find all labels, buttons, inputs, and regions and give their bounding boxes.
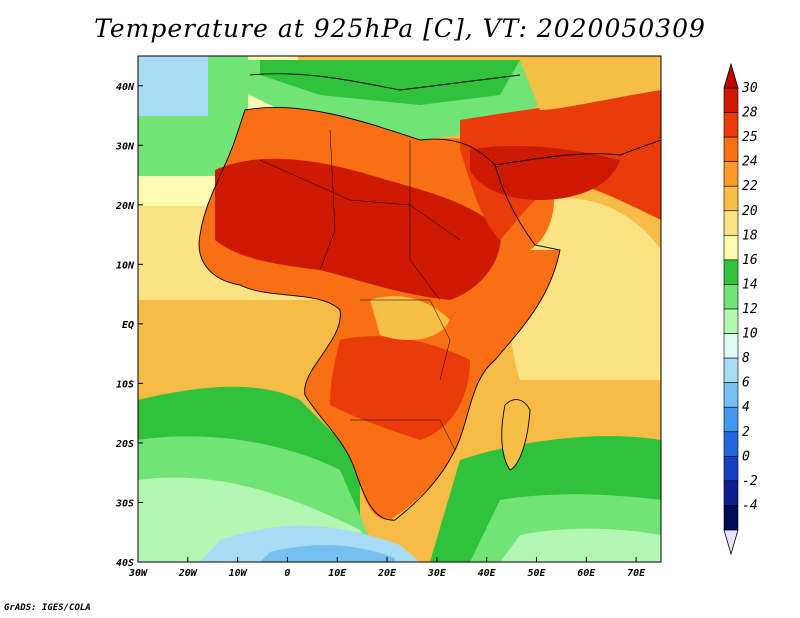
southern-africa-hot-field [330,336,470,440]
central-africa-field [370,296,450,340]
lon-tick-label: 10W [229,568,248,579]
south-atlantic-band-6 [260,545,395,562]
colorbar-swatch [723,136,739,162]
border-line [319,129,336,271]
lon-tick-label: 50E [527,568,546,579]
lat-tick-label: 20S [115,439,134,450]
colorbar-label: 22 [742,179,758,194]
lon-tick-label: 0 [284,568,290,579]
colorbar-swatch [723,259,739,285]
colorbar-top-arrow [723,62,739,89]
europe-coastline [249,73,521,91]
north-atlantic-cold-field [138,56,208,116]
colorbar-label: 14 [742,277,758,292]
map-title: Temperature at 925hPa [C], VT: 202005030… [94,14,706,43]
colorbar-swatch [723,161,739,187]
colorbar-label: -2 [742,474,758,489]
border-line [259,159,461,241]
lon-tick-label: 20E [377,568,397,579]
colorbar-label: 12 [742,302,758,317]
grads-credit: GrADS: IGES/COLA [4,603,91,613]
colorbar-swatch [723,112,739,138]
madagascar-coastline [501,399,531,471]
colorbar-swatch [723,406,739,433]
colorbar-swatch [723,210,739,236]
lon-tick-label: 10E [328,568,347,579]
arabian-sea-field [509,198,661,380]
temperature-field [138,56,661,562]
colorbar-swatch [723,357,739,383]
lon-tick-label: 30W [128,568,148,579]
colorbar-swatch [723,87,739,113]
lat-tick-label: 30S [115,498,134,509]
lon-tick-label: 30E [427,568,447,579]
europe-field [260,60,520,105]
colorbar-swatch [723,382,739,408]
colorbar-swatch [723,456,739,482]
border-line [360,299,451,381]
country-borders [259,129,461,451]
colorbar-label: 18 [742,228,758,243]
colorbar-label: 0 [742,449,750,464]
colorbar-label: 30 [741,81,758,96]
lat-tick-label: EQ [122,320,134,331]
colorbar-label: -4 [742,498,758,513]
colorbar-label: 16 [742,253,758,268]
colorbar-swatch [723,431,739,457]
colorbar-label: 8 [742,351,750,366]
lon-tick-label: 40E [478,568,497,579]
colorbar-swatch [723,308,739,334]
longitude-axis: 30W 20W 10W 0 10E 20E 30E 40E 50E 60E 70E [128,557,646,579]
madagascar-field [501,399,530,470]
lat-tick-label: 30N [115,141,135,152]
asia-north-field [520,60,661,110]
colorbar-swatch [723,185,739,212]
colorbar-swatch [723,333,739,359]
latitude-axis: 40N 30N 20N 10N EQ 10S 20S 30S 40S [115,82,143,569]
colorbar-label: 2 [742,425,750,440]
colorbar-swatch [723,235,739,261]
south-indian-band-12 [500,528,661,562]
colorbar-label: 24 [742,155,758,170]
colorbar-label: 6 [742,376,750,391]
arabia-coastline [494,139,662,166]
colorbar-swatch [723,480,739,506]
lon-tick-label: 70E [627,568,646,579]
colorbar-label: 20 [742,204,758,219]
colorbar-label: 4 [742,400,750,415]
lon-tick-label: 20W [178,568,198,579]
lat-tick-label: 40N [116,82,135,93]
lat-tick-label: 20N [115,201,135,212]
border-line [350,419,456,451]
lon-tick-label: 60E [577,568,596,579]
lat-tick-label: 40S [116,558,134,569]
colorbar-label: 28 [742,106,758,121]
africa-coastline [198,106,561,521]
colorbar-bottom-arrow [723,529,739,556]
colorbar-swatch [723,284,739,310]
sahel-hot-field [215,158,501,300]
lat-tick-label: 10N [116,260,135,271]
lat-tick-label: 10S [116,379,134,390]
colorbar-label: 10 [742,327,758,342]
border-line [409,140,441,301]
coastlines [198,73,662,521]
plot-frame [137,55,662,563]
colorbar-label: 25 [742,130,758,145]
arabia-hot-field [470,145,620,200]
colorbar-swatch [723,505,739,531]
